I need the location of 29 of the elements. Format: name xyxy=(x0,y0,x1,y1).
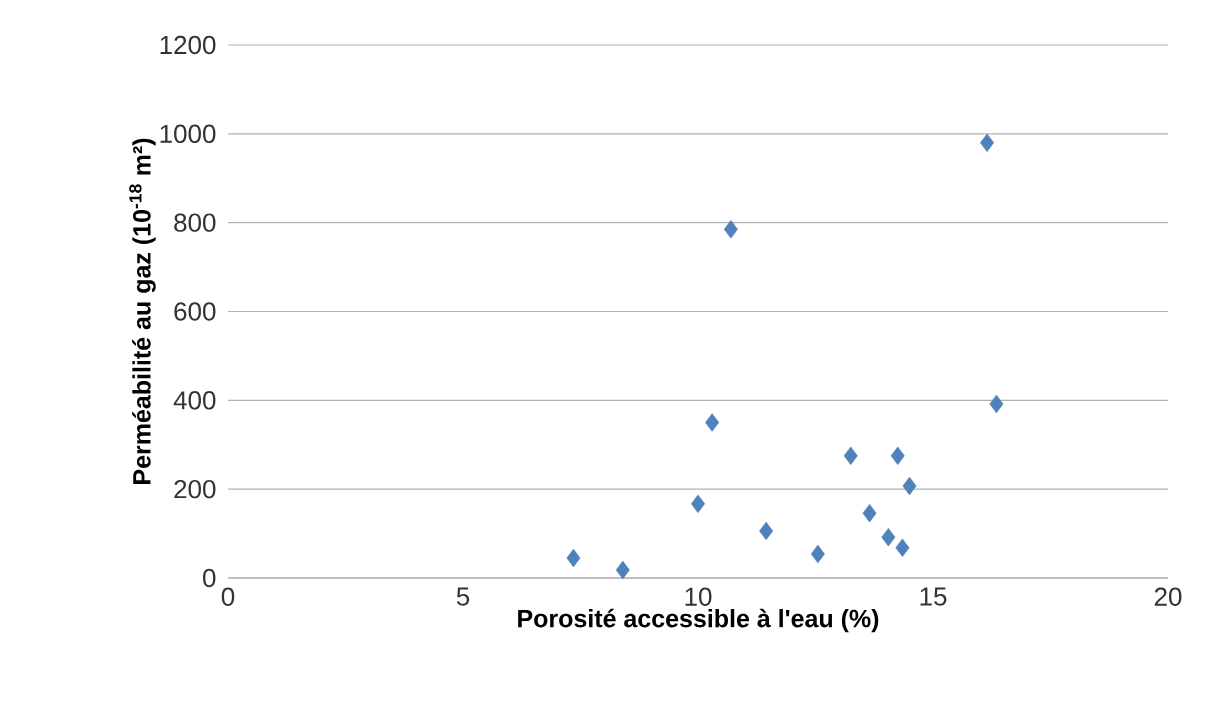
point xyxy=(902,476,917,496)
y-axis-title: Perméabilité au gaz (10$^{-18}$ m²) xyxy=(129,138,156,484)
point xyxy=(759,521,774,541)
x-axis-title: Porosité accessible à l'eau (%) xyxy=(518,608,879,633)
point xyxy=(890,446,905,466)
y-tick-label: 1200 xyxy=(160,35,216,55)
y-tick-label: 200 xyxy=(174,479,216,499)
x-tick-label: 10 xyxy=(685,587,712,606)
point xyxy=(566,548,581,568)
y-tick-label: 0 xyxy=(203,568,216,588)
point xyxy=(843,446,858,466)
point xyxy=(691,494,705,514)
point xyxy=(862,503,877,523)
point xyxy=(723,220,738,239)
x-tick-label: 0 xyxy=(221,587,235,606)
y-tick-label: 800 xyxy=(174,213,216,232)
point xyxy=(989,394,1004,414)
y-tick-label: 400 xyxy=(173,391,216,410)
point xyxy=(895,538,910,557)
x-tick-label: 20 xyxy=(1154,587,1182,606)
x-tick-label: 15 xyxy=(920,587,947,606)
point xyxy=(810,544,825,564)
x-tick-label: 5 xyxy=(456,587,470,606)
point xyxy=(980,133,995,152)
point xyxy=(705,413,720,432)
y-tick-label: 600 xyxy=(174,302,216,321)
y-tick-label: 1000 xyxy=(160,124,216,144)
point xyxy=(881,527,896,547)
point xyxy=(615,560,630,580)
